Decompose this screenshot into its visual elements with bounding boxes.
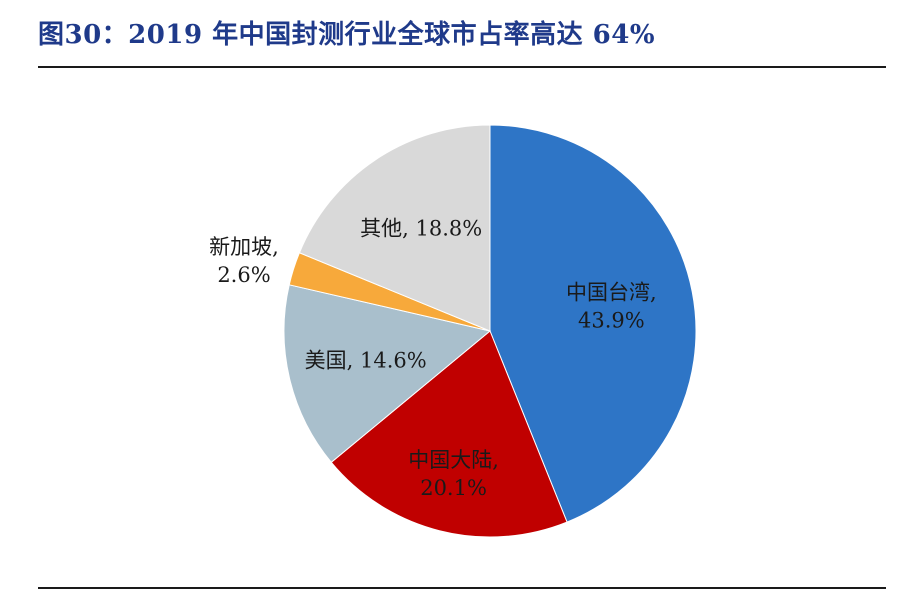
- pie-slice-label: 中国台湾, 43.9%: [566, 280, 657, 332]
- figure-title: 图30：2019 年中国封测行业全球市占率高达 64%: [38, 20, 656, 50]
- pie-slice-label: 美国, 14.6%: [305, 348, 427, 372]
- pie-slice: [489, 124, 697, 523]
- pie-slice: [298, 124, 491, 332]
- bottom-divider: [38, 587, 886, 589]
- pie-slice-label: 新加坡, 2.6%: [209, 235, 279, 287]
- pie-slice: [283, 284, 492, 464]
- top-divider: [38, 66, 886, 68]
- pie-slice-label: 中国大陆, 20.1%: [408, 448, 499, 500]
- pie-slice: [330, 330, 568, 538]
- pie-slice-label: 其他, 18.8%: [360, 216, 482, 240]
